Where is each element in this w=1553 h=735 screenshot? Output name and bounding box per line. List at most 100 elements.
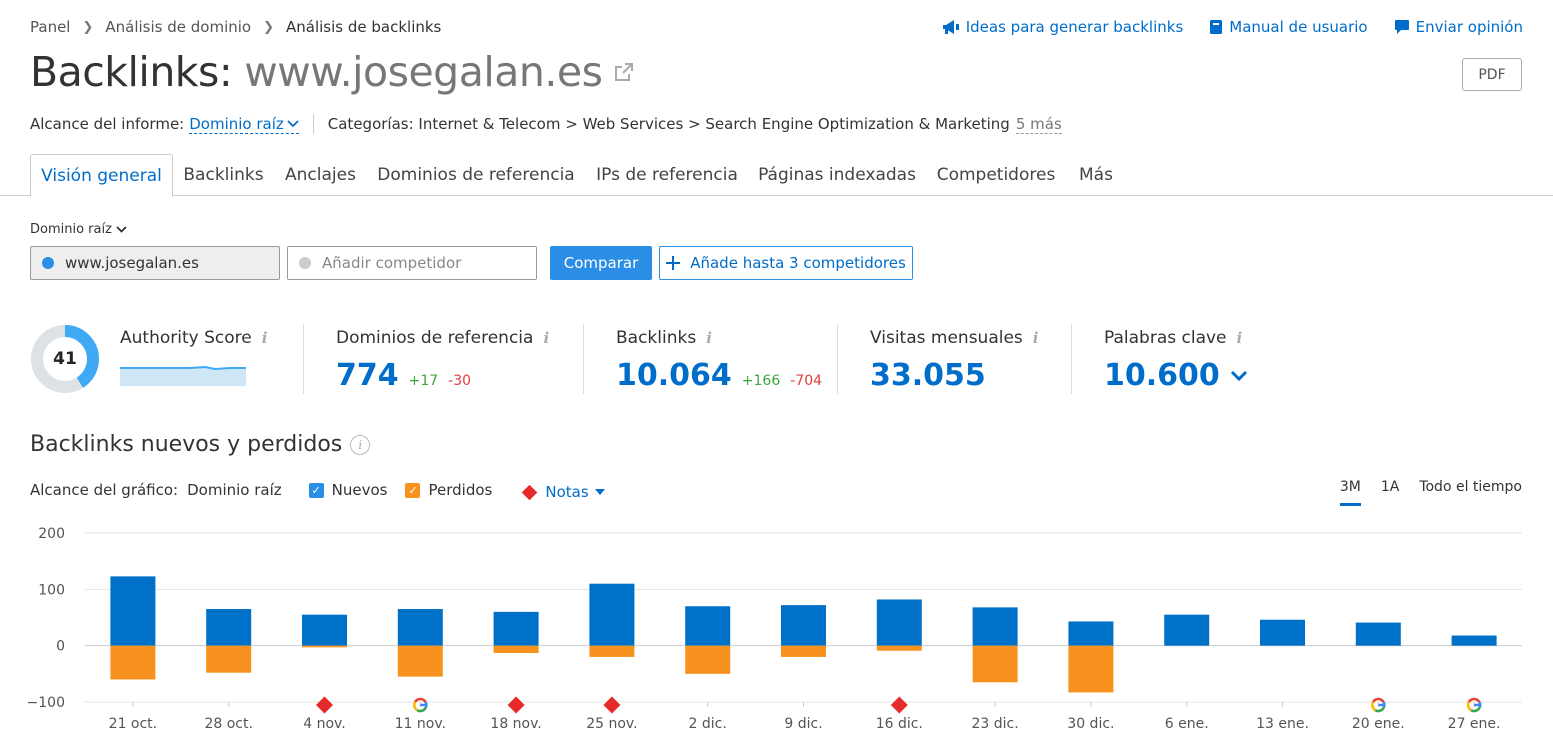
bar-new [110,576,156,646]
ideas-link[interactable]: Ideas para generar backlinks [942,18,1184,36]
info-icon[interactable]: i [1032,329,1039,347]
bar-lost [1068,645,1114,693]
scope-dropdown[interactable]: Dominio raíz [189,115,299,134]
authority-sparkline [120,365,246,386]
ref-domains-label-text: Dominios de referencia [336,328,534,348]
range-all-time[interactable]: Todo el tiempo [1419,479,1522,495]
chevron-right-icon: ❯ [263,19,274,35]
new-checkbox-label: Nuevos [331,481,388,499]
info-icon[interactable]: i [1236,329,1243,347]
domain-field-value: www.josegalan.es [65,254,199,272]
chart-scope-value: Dominio raíz [187,481,282,499]
note-diamond-icon [522,484,538,500]
categories-text: Categorías: Internet & Telecom > Web Ser… [327,115,1010,133]
visits-value: 33.055 [870,358,986,393]
ideas-link-label: Ideas para generar backlinks [965,18,1184,36]
feedback-link-label: Enviar opinión [1415,18,1523,36]
competitor-color-dot [299,257,311,269]
external-link-icon[interactable] [614,62,634,82]
authority-score-label: Authority Score i [120,328,267,348]
add-competitors-button[interactable]: Añade hasta 3 competidores [659,246,913,280]
backlinks-label: Backlinks i [616,328,712,348]
root-domain-dropdown[interactable]: Dominio raíz [30,222,127,237]
x-tick-label: 16 dic. [876,716,923,732]
x-tick-label: 21 oct. [109,716,157,732]
google-update-icon[interactable] [1466,697,1482,713]
breadcrumb: Panel ❯ Análisis de dominio ❯ Análisis d… [30,18,441,36]
x-tick-label: 27 ene. [1448,716,1501,732]
lost-checkbox[interactable]: ✓ Perdidos [405,481,492,499]
info-icon[interactable]: i [706,329,712,347]
section-title: Backlinks nuevos y perdidos i [30,432,371,457]
section-title-text: Backlinks nuevos y perdidos [30,432,343,457]
bar-lost [781,645,826,657]
bar-new [972,607,1018,646]
compare-button[interactable]: Comparar [550,246,652,280]
keywords-label-text: Palabras clave [1104,328,1227,348]
bar-new [876,599,922,646]
new-checkbox[interactable]: ✓ Nuevos [308,481,388,499]
visits-metric[interactable]: 33.055 [870,358,986,393]
breadcrumb-domain-analysis[interactable]: Análisis de dominio [105,18,252,36]
competitor-field[interactable]: Añadir competidor [287,246,537,280]
x-tick-label: 20 ene. [1352,716,1405,732]
keywords-value: 10.600 [1104,358,1220,393]
metric-divider [1071,324,1072,394]
info-icon[interactable]: i [350,434,371,455]
ref-domains-lost: -30 [448,373,472,389]
metric-divider [837,324,838,394]
bar-new [397,609,443,646]
keywords-metric[interactable]: 10.600 [1104,358,1248,393]
google-update-icon[interactable] [1371,697,1386,713]
backlinks-metric[interactable]: 10.064 +166 -704 [616,358,822,393]
chevron-down-icon [287,119,299,127]
tab-overview[interactable]: Visión general [30,154,173,197]
breadcrumb-backlink-analysis: Análisis de backlinks [286,18,442,36]
ref-domains-metric[interactable]: 774 +17 -30 [336,358,471,393]
notes-dropdown[interactable]: Notas [522,479,605,501]
y-tick-label: 100 [38,582,65,598]
domain-field[interactable]: www.josegalan.es [30,246,280,280]
x-tick-label: 2 dic. [689,716,727,732]
checkmark-icon: ✓ [308,482,324,498]
x-tick-label: 18 nov. [490,716,541,732]
categories-more-link[interactable]: 5 más [1015,114,1062,134]
scope-label: Alcance del informe: [30,115,185,133]
pdf-button[interactable]: PDF [1462,58,1522,91]
tab-referring-ips[interactable]: IPs de referencia [596,165,738,185]
domain-color-dot [42,257,54,269]
bar-new [1451,635,1497,646]
google-update-icon[interactable] [413,697,428,713]
tab-more[interactable]: Más [1079,165,1113,185]
chart-scope-label: Alcance del gráfico: [30,481,179,499]
info-icon[interactable]: i [261,329,268,347]
x-tick-label: 25 nov. [586,716,637,732]
x-tick-label: 4 nov. [303,716,345,732]
info-icon[interactable]: i [543,329,550,347]
add-competitors-label: Añade hasta 3 competidores [690,254,906,272]
notes-label: Notas [545,483,589,501]
y-tick-label: −100 [27,695,65,711]
feedback-link[interactable]: Enviar opinión [1394,18,1523,36]
bar-new [493,611,539,646]
title-domain: www.josegalan.es [244,48,603,96]
tab-referring-domains[interactable]: Dominios de referencia [377,165,575,185]
tab-competitors[interactable]: Competidores [936,165,1056,185]
tab-indexed-pages[interactable]: Páginas indexadas [758,165,916,185]
manual-link[interactable]: Manual de usuario [1209,18,1368,36]
chevron-down-icon[interactable] [1230,370,1248,382]
backlinks-chart: 200 100 0 −100 21 oct. 28 oct. 4 nov. 11 nov. 18… [27,526,1522,732]
tab-backlinks[interactable]: Backlinks [183,165,264,185]
range-1y[interactable]: 1A [1380,479,1400,495]
keywords-label: Palabras clave i [1104,328,1242,348]
manual-link-label: Manual de usuario [1229,18,1368,36]
x-tick-label: 23 dic. [971,716,1018,732]
tab-bar: Visión general Backlinks Anclajes Domini… [0,154,1553,197]
x-tick-label: 28 oct. [204,716,252,732]
visits-label-text: Visitas mensuales [870,328,1023,348]
chat-bubble-icon [1394,20,1409,34]
bar-new [1164,614,1210,646]
breadcrumb-panel[interactable]: Panel [30,18,71,36]
tab-anchors[interactable]: Anclajes [285,165,356,185]
range-3m[interactable]: 3M [1339,479,1361,506]
